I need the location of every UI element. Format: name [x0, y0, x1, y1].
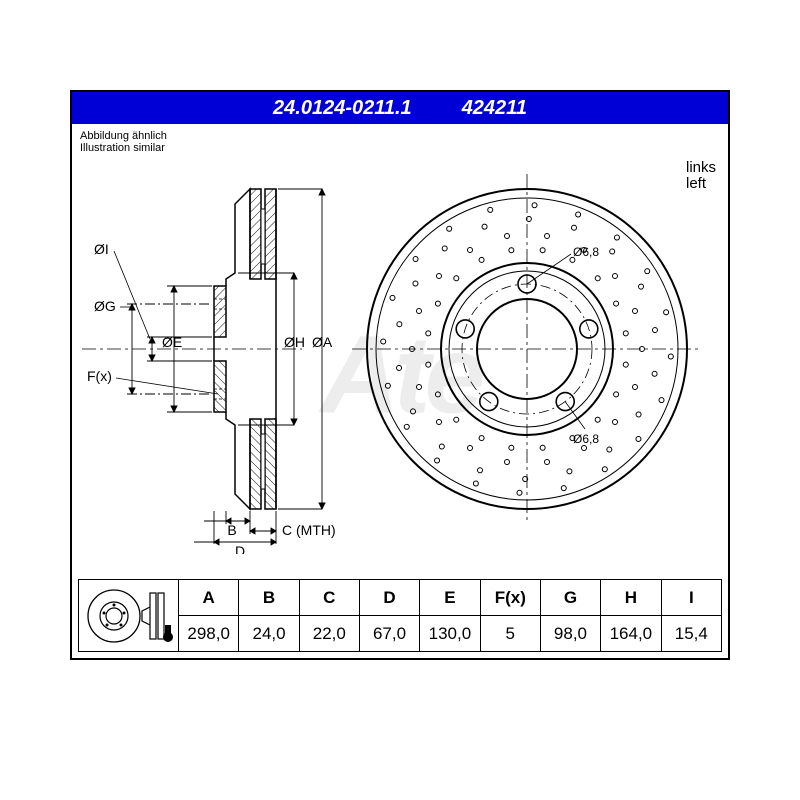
- spec-table: A B C D E F(x) G H I 298,0 24,0 22,0 67,…: [78, 579, 722, 652]
- hole-dia-bot: Ø6,8: [573, 432, 599, 446]
- col-F: F(x): [480, 580, 540, 616]
- dim-H: ØH: [284, 334, 305, 350]
- val-C: 22,0: [299, 616, 359, 652]
- dim-E: ØE: [162, 334, 182, 350]
- val-B: 24,0: [239, 616, 299, 652]
- val-H: 164,0: [601, 616, 662, 652]
- dim-B: B: [227, 522, 236, 538]
- val-D: 67,0: [359, 616, 419, 652]
- technical-drawing: Ø6,8 Ø6,8: [72, 124, 728, 554]
- dim-I: ØI: [94, 241, 109, 257]
- dim-F: F(x): [87, 368, 112, 384]
- front-view: Ø6,8 Ø6,8: [352, 174, 702, 524]
- short-code: 424211: [462, 97, 527, 120]
- diagram-area: Ø6,8 Ø6,8: [72, 124, 728, 554]
- dim-A: ØA: [312, 334, 333, 350]
- col-I: I: [661, 580, 721, 616]
- val-E: 130,0: [420, 616, 481, 652]
- col-G: G: [540, 580, 600, 616]
- table-header-row: A B C D E F(x) G H I: [79, 580, 722, 616]
- dim-C: C (MTH): [282, 522, 336, 538]
- val-G: 98,0: [540, 616, 600, 652]
- col-B: B: [239, 580, 299, 616]
- val-F: 5: [480, 616, 540, 652]
- val-I: 15,4: [661, 616, 721, 652]
- dim-D: D: [235, 543, 245, 554]
- disc-icon-cell: [79, 580, 179, 652]
- drawing-frame: 24.0124-0211.1 424211 Abbildung ähnlich …: [70, 90, 730, 660]
- section-view: ØI ØG ØE ØH ØA F(x): [82, 189, 336, 554]
- header-bar: 24.0124-0211.1 424211: [72, 92, 728, 124]
- col-E: E: [420, 580, 481, 616]
- dim-G: ØG: [94, 298, 116, 314]
- part-number: 24.0124-0211.1: [273, 97, 412, 120]
- disc-icon: [80, 583, 176, 649]
- page: 24.0124-0211.1 424211 Abbildung ähnlich …: [0, 0, 800, 800]
- col-C: C: [299, 580, 359, 616]
- col-D: D: [359, 580, 419, 616]
- col-H: H: [601, 580, 662, 616]
- val-A: 298,0: [178, 616, 239, 652]
- col-A: A: [178, 580, 239, 616]
